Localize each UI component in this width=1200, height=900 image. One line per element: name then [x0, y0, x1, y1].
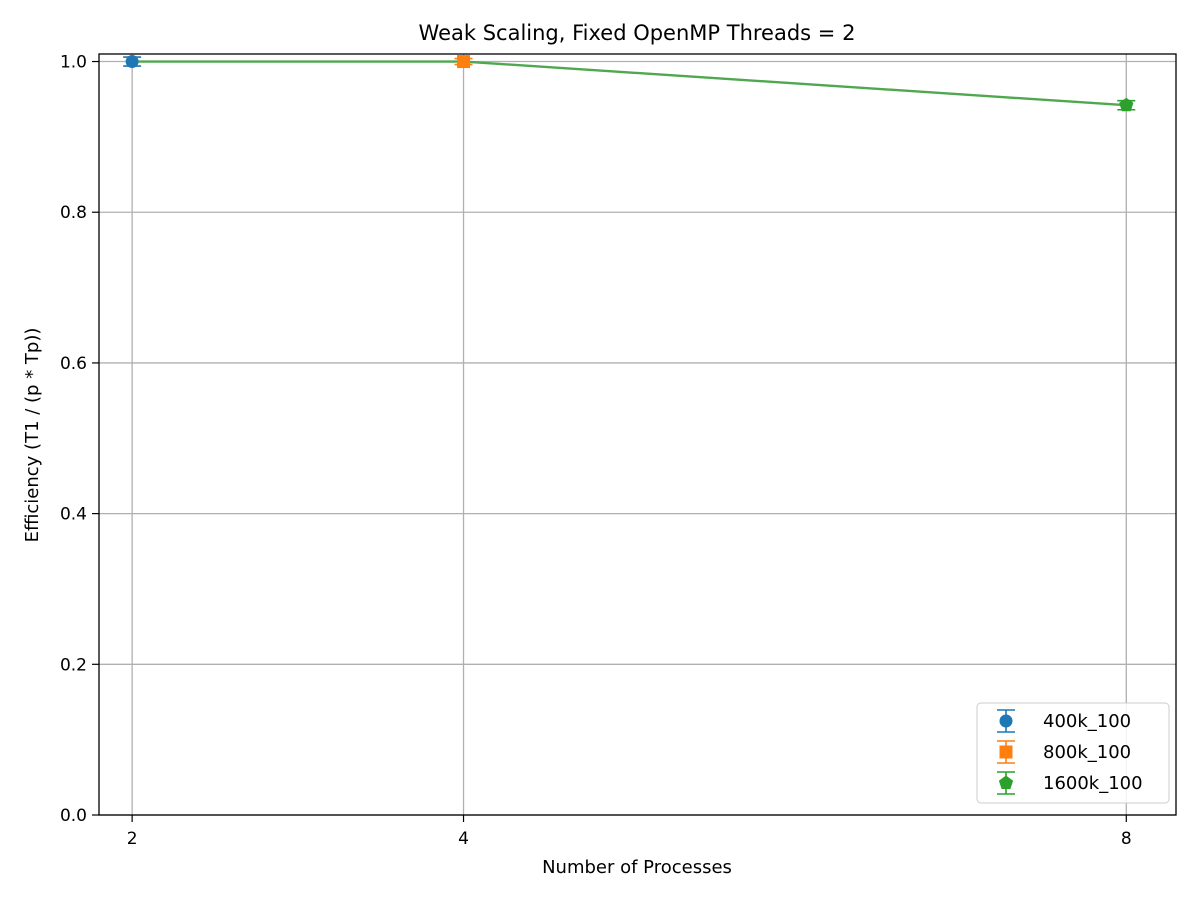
legend-marker-800k_100 [999, 745, 1013, 759]
y-tick-label: 0.0 [60, 806, 87, 826]
x-tick-label: 8 [1121, 829, 1132, 849]
chart-title: Weak Scaling, Fixed OpenMP Threads = 2 [419, 21, 856, 45]
x-tick-label: 2 [127, 829, 138, 849]
trend-line-group [132, 60, 1127, 107]
y-tick-label: 1.0 [60, 53, 87, 73]
y-tick-label: 0.4 [60, 505, 87, 525]
y-axis-label: Efficiency (T1 / (p * Tp)) [22, 328, 43, 543]
plot-frame [98, 53, 1177, 816]
data-points [123, 55, 1136, 112]
legend-label: 1600k_100 [1043, 773, 1143, 794]
y-tick-label: 0.2 [60, 655, 87, 675]
legend: 400k_100 800k_100 1600k_100 [976, 702, 1170, 804]
data-point-1600k_100 [1119, 97, 1134, 112]
legend-label: 400k_100 [1043, 711, 1131, 732]
x-axis-ticks: 2 4 8 [127, 815, 1132, 849]
legend-box [976, 702, 1170, 804]
legend-marker-1600k_100 [998, 775, 1014, 790]
data-point-400k_100 [125, 55, 139, 69]
data-point-800k_100 [457, 55, 471, 69]
trend-line [132, 60, 1127, 107]
y-axis-ticks: 0.0 0.2 0.4 0.6 0.8 1.0 [60, 53, 99, 826]
legend-marker-400k_100 [999, 714, 1013, 728]
legend-label: 800k_100 [1043, 742, 1131, 763]
y-tick-label: 0.6 [60, 354, 87, 374]
x-tick-label: 4 [458, 829, 469, 849]
x-axis-label: Number of Processes [542, 857, 732, 878]
y-tick-label: 0.8 [60, 203, 87, 223]
grid [99, 54, 1176, 816]
